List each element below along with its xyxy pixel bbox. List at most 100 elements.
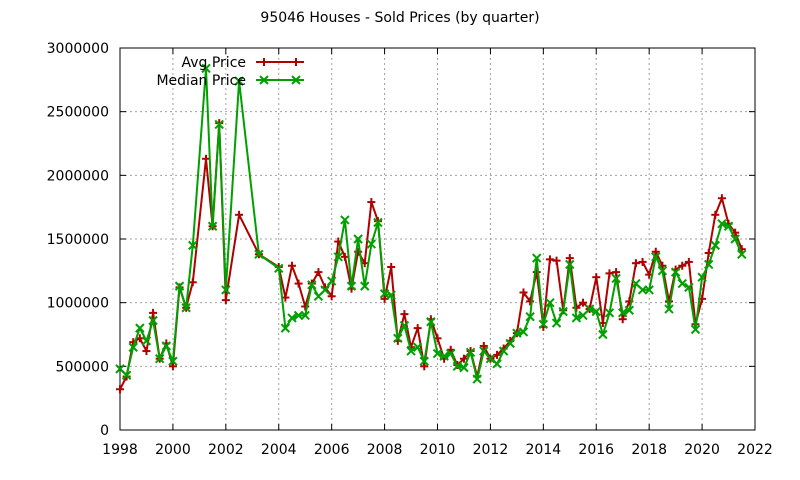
data-point-avg-price	[618, 315, 627, 324]
x-tick-label: 2014	[526, 442, 562, 458]
grid-lines	[120, 48, 755, 430]
data-point-avg-price	[420, 362, 429, 371]
data-point-median-price	[340, 215, 350, 225]
data-point-median-price	[207, 221, 218, 231]
data-point-median-price	[505, 338, 515, 349]
data-point-median-price	[479, 346, 489, 356]
legend-marker-avg-price	[260, 58, 268, 66]
data-point-avg-price	[235, 210, 244, 219]
data-point-median-price	[135, 323, 145, 333]
data-point-median-price	[558, 306, 568, 317]
data-point-avg-price	[565, 254, 574, 263]
data-point-median-price	[280, 323, 291, 333]
data-point-median-price	[644, 285, 654, 295]
data-point-avg-price	[678, 261, 687, 270]
series-line-median-price	[119, 67, 743, 381]
data-point-median-price	[161, 341, 172, 351]
data-point-median-price	[154, 353, 165, 364]
data-point-median-price	[571, 313, 582, 323]
x-tick-label: 2016	[578, 442, 614, 458]
data-point-median-price	[697, 272, 707, 282]
data-point-avg-price	[592, 273, 601, 282]
series-layer	[115, 63, 747, 394]
y-tick-label: 500000	[56, 359, 109, 375]
series-median-price	[115, 63, 747, 384]
data-point-median-price	[492, 359, 502, 369]
data-point-median-price	[168, 356, 178, 366]
y-tick-label: 2000000	[47, 168, 109, 184]
data-point-median-price	[611, 273, 621, 284]
data-point-median-price	[465, 347, 476, 358]
data-point-avg-price	[294, 279, 303, 288]
data-point-median-price	[690, 324, 701, 335]
data-point-median-price	[730, 234, 740, 244]
data-point-avg-price	[314, 268, 323, 277]
data-point-median-price	[472, 374, 482, 384]
data-point-median-price	[419, 356, 429, 366]
x-tick-label: 2010	[420, 442, 456, 458]
data-point-median-price	[320, 285, 330, 295]
data-point-avg-price	[605, 269, 614, 278]
data-point-median-price	[366, 239, 377, 249]
data-point-median-price	[141, 336, 152, 346]
data-point-median-price	[174, 281, 185, 291]
data-point-avg-price	[367, 198, 376, 207]
data-point-avg-price	[168, 362, 177, 371]
legend: Avg Price Median Price	[156, 55, 304, 89]
data-point-avg-price	[684, 257, 693, 266]
series-line-avg-price	[119, 122, 743, 390]
data-point-median-price	[446, 348, 456, 359]
x-tick-label: 2022	[737, 442, 773, 458]
x-tick-label: 2004	[261, 442, 297, 458]
y-tick-label: 1500000	[47, 232, 109, 248]
data-point-median-price	[121, 370, 132, 380]
data-point-avg-price	[459, 354, 468, 363]
axes: 1998 2000 2002 2004 2006 2008 2010 2012 2014 2016…	[47, 41, 773, 458]
data-point-avg-price	[479, 341, 488, 350]
data-point-avg-price	[387, 263, 396, 272]
x-tick-label: 2000	[155, 442, 191, 458]
data-point-median-price	[677, 278, 687, 289]
data-point-avg-price	[519, 288, 528, 297]
data-point-median-price	[300, 310, 310, 321]
data-point-median-price	[373, 217, 383, 228]
x-tick-label: 1998	[102, 442, 138, 458]
data-point-median-price	[274, 263, 284, 273]
data-point-median-price	[148, 315, 158, 326]
y-tick-label: 3000000	[47, 41, 109, 57]
data-point-median-price	[406, 346, 416, 356]
legend-label-median-price: Median Price	[156, 73, 246, 89]
data-point-avg-price	[287, 261, 296, 270]
data-point-avg-price	[545, 255, 554, 264]
data-point-avg-price	[413, 324, 422, 333]
data-point-median-price	[584, 304, 595, 314]
x-tick-label: 2020	[684, 442, 720, 458]
data-point-median-price	[684, 282, 694, 293]
data-point-avg-price	[149, 308, 158, 317]
data-point-median-price	[604, 308, 615, 318]
data-point-median-price	[181, 303, 191, 313]
data-point-median-price	[624, 305, 635, 316]
data-point-median-price	[432, 348, 443, 359]
data-point-median-price	[664, 304, 674, 314]
data-point-avg-price	[711, 210, 720, 219]
data-point-avg-price	[651, 247, 660, 256]
data-point-median-price	[538, 319, 549, 330]
data-point-median-price	[221, 285, 231, 295]
data-point-median-price	[565, 259, 575, 270]
data-point-median-price	[386, 290, 396, 300]
data-point-median-price	[287, 313, 297, 323]
data-point-median-price	[346, 281, 357, 291]
x-tick-label: 2002	[208, 442, 244, 458]
x-tick-label: 2012	[473, 442, 509, 458]
data-point-median-price	[399, 320, 410, 331]
legend-marker-median-price	[291, 75, 301, 85]
legend-label-avg-price: Avg Price	[181, 55, 246, 71]
data-point-avg-price	[221, 296, 230, 305]
x-tick-label: 2008	[367, 442, 403, 458]
legend-entry-avg-price: Avg Price	[181, 55, 304, 71]
data-point-avg-price	[579, 298, 588, 307]
data-point-median-price	[188, 240, 198, 251]
data-point-median-price	[498, 346, 509, 356]
data-point-median-price	[651, 252, 661, 262]
